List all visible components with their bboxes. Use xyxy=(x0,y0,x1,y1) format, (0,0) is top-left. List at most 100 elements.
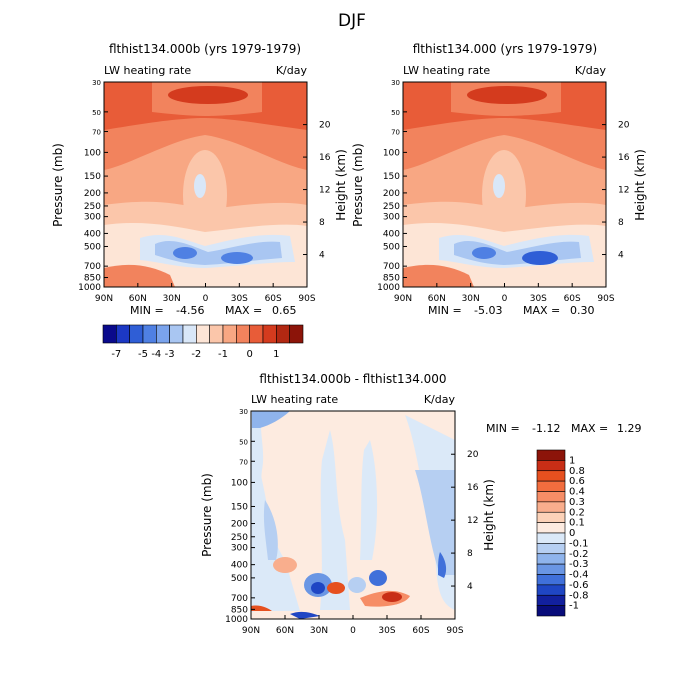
x-tick-label: 90S xyxy=(597,294,614,304)
contour-fill xyxy=(415,470,455,575)
colorbar-swatch xyxy=(236,324,250,344)
colorbar-label: 0.4 xyxy=(569,487,585,498)
x-ticks: 90N 60N 30N 0 30S 60S 90S xyxy=(95,283,316,304)
colorbar-swatch xyxy=(102,324,117,344)
y2-tick-label: 8 xyxy=(618,218,624,228)
contour-fill xyxy=(522,251,558,265)
colorbar-label: 0 xyxy=(246,349,252,360)
y2-tick-label: 12 xyxy=(618,186,629,196)
contour-fill xyxy=(403,264,474,287)
min-label: MIN = xyxy=(130,304,164,317)
colorbar-swatch xyxy=(536,522,566,534)
contour-fill xyxy=(472,247,496,259)
panel-control: flthist134.000b (yrs 1979-1979) LW heati… xyxy=(51,42,348,317)
colorbar-swatch xyxy=(536,480,566,492)
y2-tick-label: 16 xyxy=(618,153,630,163)
x-tick-label: 60N xyxy=(428,294,446,304)
contour-fill xyxy=(104,264,175,287)
colorbar-swatch xyxy=(536,605,566,617)
contour-fill xyxy=(251,605,272,611)
x-tick-label: 30N xyxy=(462,294,480,304)
colorbar-swatch xyxy=(249,324,264,344)
colorbar-swatch xyxy=(536,553,566,565)
x-tick-label: 90N xyxy=(242,626,260,636)
panel-right-label: K/day xyxy=(276,64,308,77)
x-tick-label: 60N xyxy=(276,626,294,636)
contour-fill xyxy=(493,174,505,198)
min-label: MIN = xyxy=(428,304,462,317)
y2-tick-label: 12 xyxy=(319,186,330,196)
figure-title: DJF xyxy=(338,11,366,31)
colorbar-label: 1 xyxy=(273,349,279,360)
colorbar-swatch xyxy=(276,324,290,344)
min-value: -5.03 xyxy=(474,304,502,317)
y-tick-label: 200 xyxy=(383,189,400,199)
colorbar-swatch xyxy=(536,563,566,575)
y-tick-label: 500 xyxy=(383,242,400,252)
contour-fill xyxy=(311,582,325,594)
colorbar-label: -0.4 xyxy=(569,570,589,581)
colorbar-label: 0.2 xyxy=(569,507,585,518)
y-tick-label: 300 xyxy=(84,213,101,223)
y2-ticks: 20 16 12 8 4 xyxy=(602,121,630,261)
x-tick-label: 60S xyxy=(564,294,581,304)
x-tick-label: 90S xyxy=(298,294,315,304)
y2-axis-label: Height (km) xyxy=(334,149,348,220)
x-ticks: 90N 60N 30N 0 30S 60S 90S xyxy=(394,283,615,304)
colorbar-label: 0 xyxy=(569,528,575,539)
colorbar-label: 0.3 xyxy=(569,497,585,508)
y2-ticks: 20 16 12 8 4 xyxy=(303,121,331,261)
colorbar-label: -2 xyxy=(191,349,201,360)
x-tick-label: 30S xyxy=(530,294,547,304)
colorbar-label: -0.8 xyxy=(569,590,589,601)
y2-tick-label: 12 xyxy=(467,516,478,526)
colorbar-swatch xyxy=(536,532,566,544)
y-tick-label: 700 xyxy=(231,594,248,604)
y2-tick-label: 4 xyxy=(618,251,624,261)
colorbar-label: -0.2 xyxy=(569,549,589,560)
y2-tick-label: 20 xyxy=(467,450,479,460)
y-tick-label: 500 xyxy=(84,242,101,252)
y2-tick-label: 16 xyxy=(467,483,479,493)
x-tick-label: 60S xyxy=(412,626,429,636)
panel-left-label: LW heating rate xyxy=(104,64,191,77)
contour-field xyxy=(403,82,606,287)
y-tick-label: 1000 xyxy=(377,283,400,293)
x-tick-label: 90N xyxy=(394,294,412,304)
colorbar-swatch xyxy=(536,543,566,555)
y-tick-label: 150 xyxy=(231,502,248,512)
y2-tick-label: 20 xyxy=(319,121,331,131)
y-tick-label: 850 xyxy=(231,605,248,615)
contour-fill xyxy=(251,411,300,611)
colorbar-swatch xyxy=(169,324,184,344)
colorbar-label: 1 xyxy=(569,455,575,466)
colorbar-label: 0.8 xyxy=(569,466,585,477)
contour-fill xyxy=(194,174,206,198)
colorbar-swatch xyxy=(156,324,170,344)
x-tick-label: 90S xyxy=(446,626,463,636)
max-value: 1.29 xyxy=(617,422,642,435)
y-tick-label: 150 xyxy=(383,172,400,182)
colorbar-label: 0.1 xyxy=(569,518,585,529)
y-tick-label: 30 xyxy=(239,408,248,416)
max-label: MAX = xyxy=(523,304,560,317)
y2-ticks: 20 16 12 8 4 xyxy=(451,450,479,592)
colorbar-swatch xyxy=(142,324,157,344)
x-tick-label: 0 xyxy=(502,294,508,304)
y-tick-label: 400 xyxy=(84,229,101,239)
y-tick-label: 100 xyxy=(383,148,400,158)
contour-fill xyxy=(320,430,350,610)
colorbar-label: -5 xyxy=(138,349,148,360)
colorbar-swatch xyxy=(116,324,130,344)
x-tick-label: 60N xyxy=(129,294,147,304)
x-ticks: 90N 60N 30N 0 30S 60S 90S xyxy=(242,615,464,636)
panel-title: flthist134.000 (yrs 1979-1979) xyxy=(413,42,597,56)
colorbar-label: -1 xyxy=(218,349,228,360)
colorbar-swatch xyxy=(209,324,224,344)
contour-fill xyxy=(221,252,253,264)
y-tick-label: 700 xyxy=(383,262,400,272)
y2-tick-label: 8 xyxy=(467,549,473,559)
